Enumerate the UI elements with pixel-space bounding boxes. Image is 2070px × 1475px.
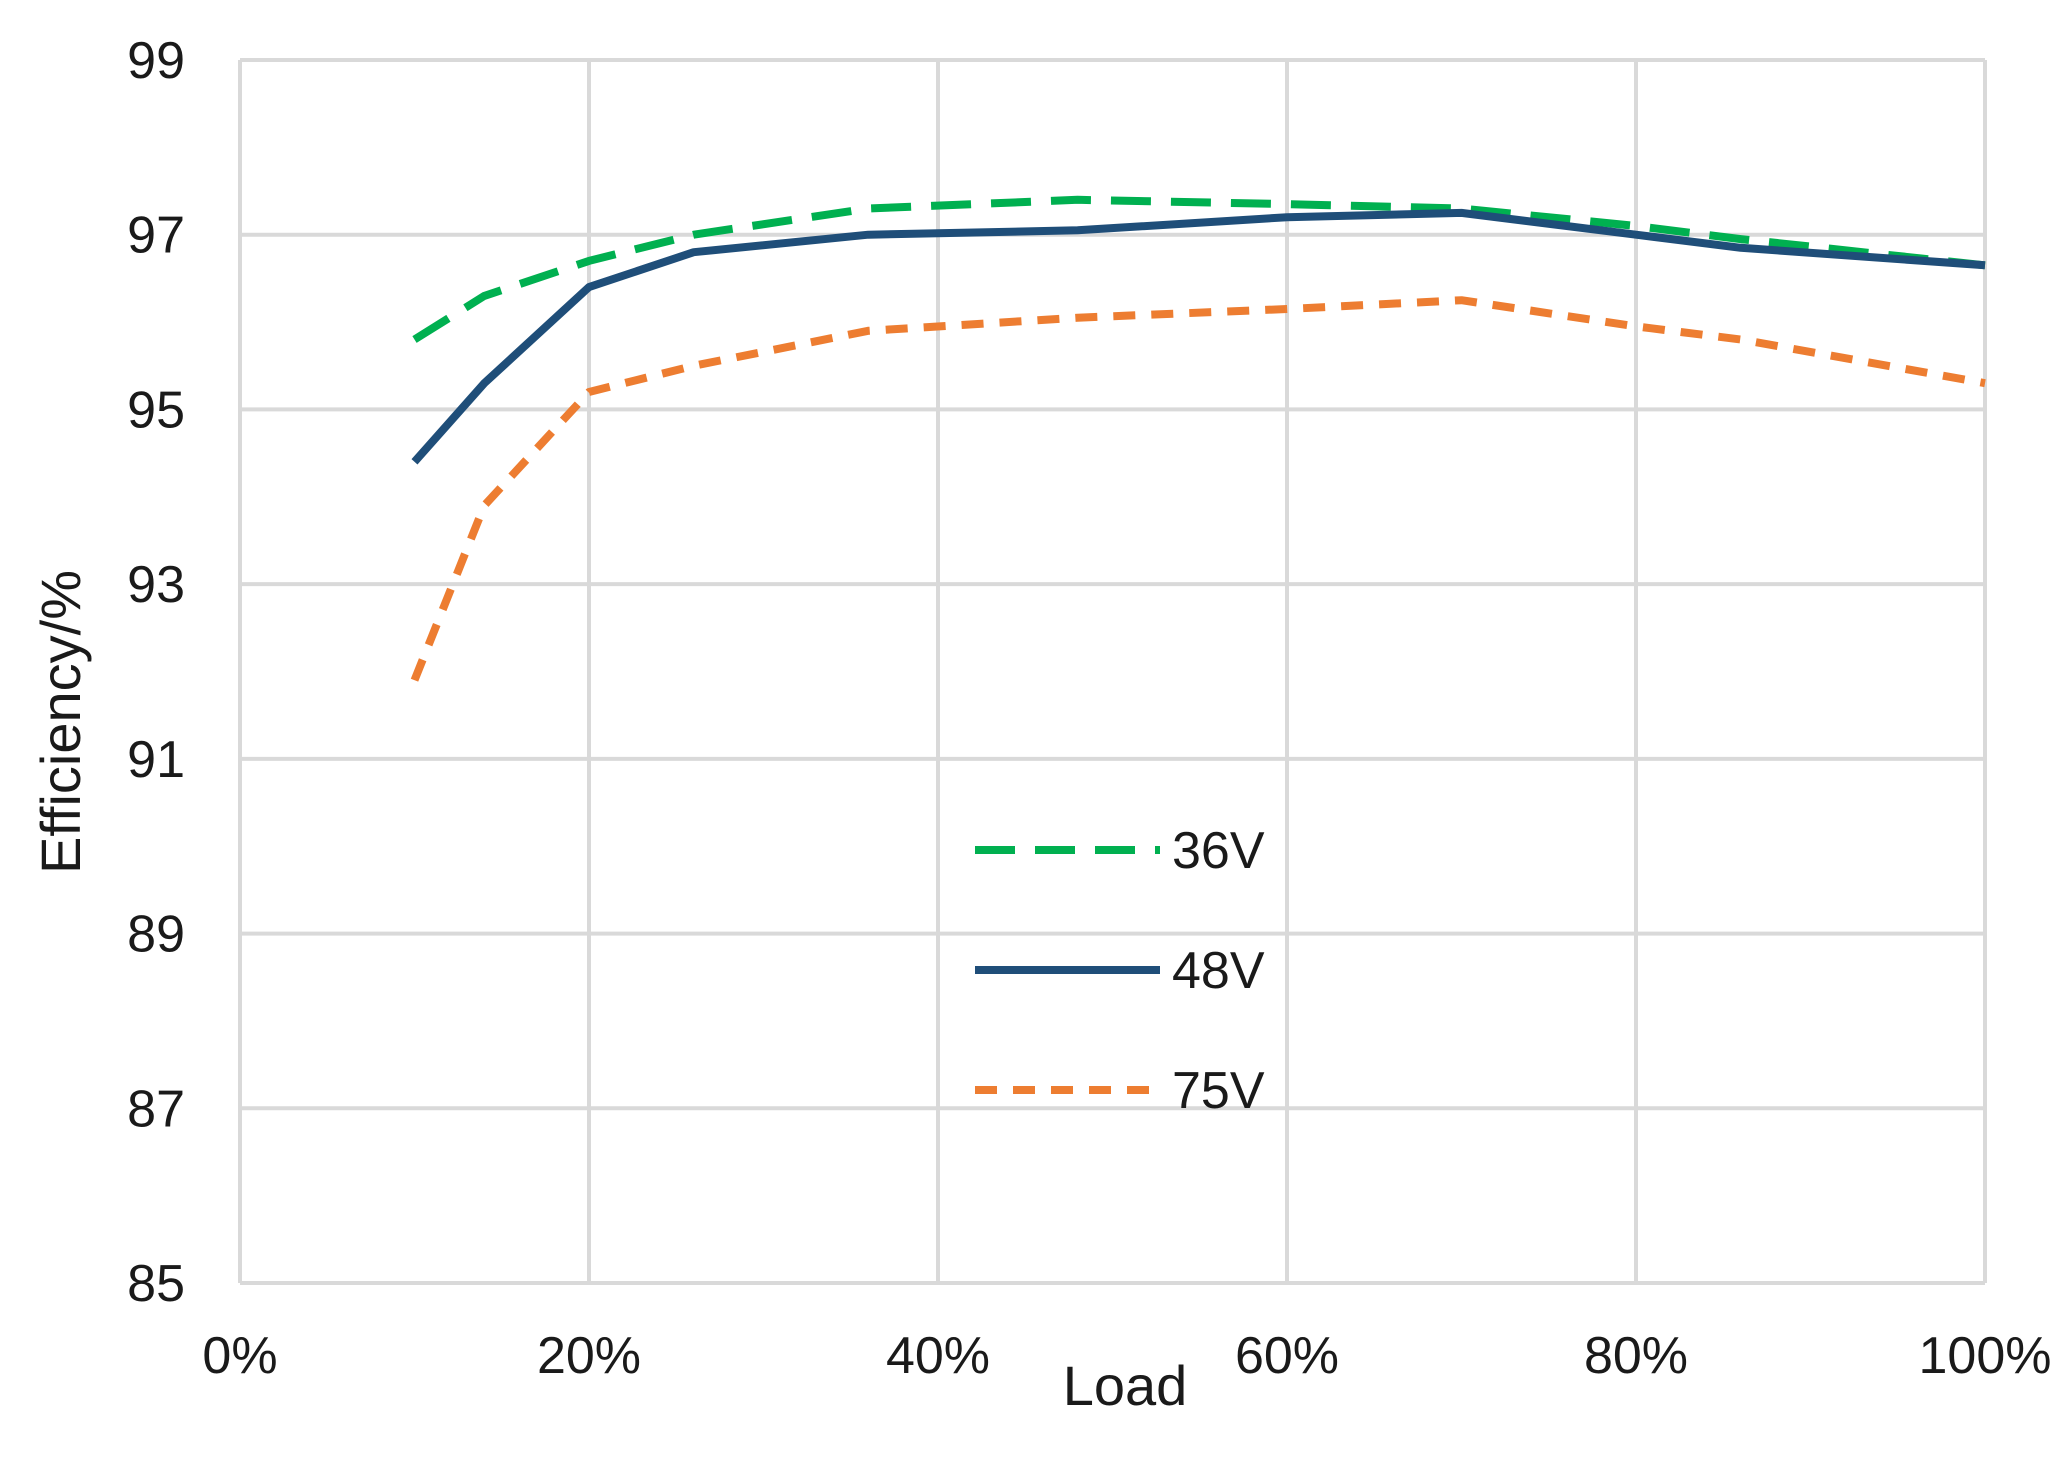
legend: 36V 48V 75V: [975, 822, 1265, 1120]
legend-label-75v: 75V: [1172, 1062, 1265, 1120]
y-tick-label: 87: [127, 1080, 185, 1138]
y-tick-label: 89: [127, 906, 185, 964]
x-axis-title: Load: [1063, 1354, 1188, 1417]
legend-label-36v: 36V: [1172, 822, 1265, 880]
y-tick-label: 93: [127, 556, 185, 614]
x-tick-label: 40%: [886, 1327, 990, 1385]
y-axis-title: Efficiency/%: [29, 570, 92, 874]
y-tick-label: 85: [127, 1255, 185, 1313]
plot-frame: [238, 60, 1985, 1285]
x-tick-label: 60%: [1235, 1327, 1339, 1385]
x-tick-label: 100%: [1919, 1327, 2052, 1385]
y-tick-label: 97: [127, 207, 185, 265]
y-tick-label: 99: [127, 32, 185, 90]
series-lines: [410, 195, 1986, 682]
series-line-36v: [412, 195, 1986, 343]
series-line-75v: [410, 296, 1986, 682]
x-tick-label: 80%: [1584, 1327, 1688, 1385]
y-tick-label: 91: [127, 731, 185, 789]
x-tick-label: 20%: [537, 1327, 641, 1385]
series-line-48v: [411, 208, 1986, 465]
legend-label-48v: 48V: [1172, 942, 1265, 1000]
y-tick-label: 95: [127, 381, 185, 439]
x-tick-label: 0%: [202, 1327, 277, 1385]
tick-labels: 85 87 89 91 93 95 97 99 0% 20% 40% 60% 80% 100%: [127, 32, 2051, 1385]
